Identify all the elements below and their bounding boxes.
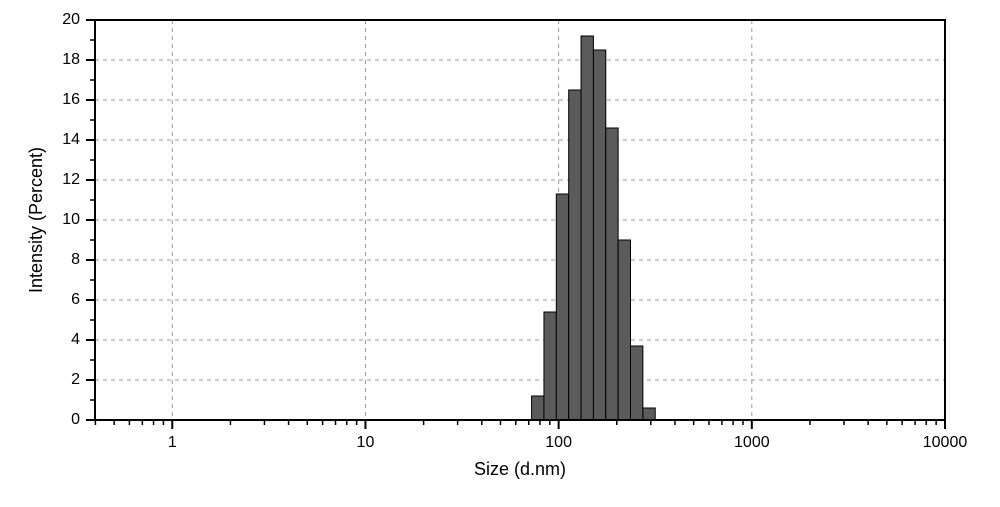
histogram-bar <box>544 312 556 420</box>
y-tick-label: 6 <box>71 291 80 308</box>
y-tick-label: 4 <box>71 331 80 348</box>
x-axis-label: Size (d.nm) <box>474 459 566 479</box>
y-axis-label: Intensity (Percent) <box>26 147 46 293</box>
histogram-bar <box>569 90 581 420</box>
histogram-bar <box>593 50 605 420</box>
y-tick-label: 10 <box>62 211 80 228</box>
x-tick-label: 100 <box>545 434 572 451</box>
x-tick-label: 10 <box>357 434 375 451</box>
x-tick-label: 10000 <box>923 434 968 451</box>
histogram-bar <box>532 396 544 420</box>
y-tick-label: 0 <box>71 411 80 428</box>
chart-background <box>0 0 1000 507</box>
histogram-bar <box>581 36 593 420</box>
histogram-bar <box>631 346 643 420</box>
y-tick-label: 14 <box>62 131 80 148</box>
histogram-bar <box>643 408 655 420</box>
x-tick-label: 1 <box>168 434 177 451</box>
histogram-bar <box>606 128 618 420</box>
y-tick-label: 2 <box>71 371 80 388</box>
y-tick-label: 8 <box>71 251 80 268</box>
y-tick-label: 16 <box>62 91 80 108</box>
chart-container: 0 2 4 6 8 10 12 14 16 18 20 1 10 100 1000 10000 Size (d.… <box>0 0 1000 507</box>
histogram-chart: 0 2 4 6 8 10 12 14 16 18 20 1 10 100 1000 10000 Size (d.… <box>0 0 1000 507</box>
histogram-bar <box>618 240 630 420</box>
x-tick-label: 1000 <box>734 434 770 451</box>
y-tick-label: 18 <box>62 51 80 68</box>
y-tick-label: 12 <box>62 171 80 188</box>
histogram-bar <box>556 194 568 420</box>
y-tick-label: 20 <box>62 11 80 28</box>
